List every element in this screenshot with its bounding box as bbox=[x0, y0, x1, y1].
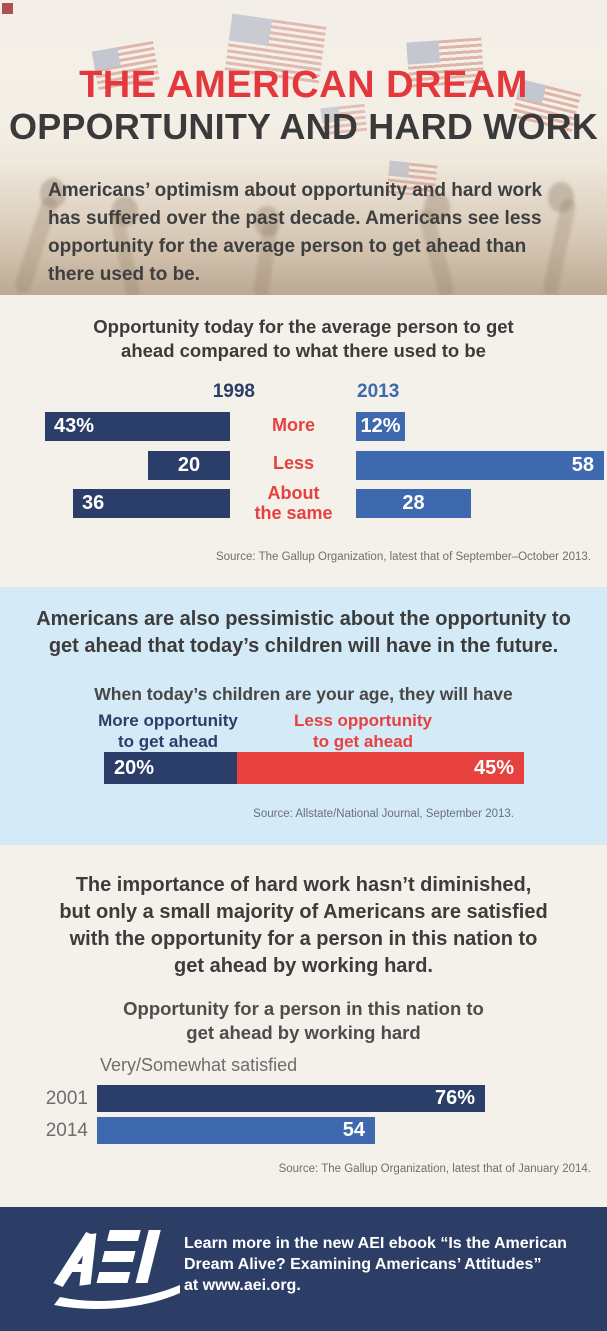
footer: AEI Learn more in the new AEI ebook “Is … bbox=[0, 1207, 607, 1331]
aei-logo-icon bbox=[53, 1230, 180, 1309]
chart2-source: Source: Allstate/National Journal, Septe… bbox=[253, 808, 514, 820]
bar-2013-same: 28 bbox=[356, 489, 471, 518]
segment-label-more-opportunity: More opportunity to get ahead bbox=[78, 711, 258, 752]
chart3-legend: Very/Somewhat satisfied bbox=[100, 1055, 298, 1075]
bar-1998-less: 20 bbox=[148, 451, 230, 480]
chart3-title-line: Opportunity for a person in this nation … bbox=[123, 998, 484, 1019]
year-label-2014: 2014 bbox=[45, 1120, 88, 1141]
chart1-source: Source: The Gallup Organization, latest … bbox=[215, 551, 591, 563]
category-label-more: More bbox=[271, 415, 315, 435]
stacked-segment-more: 20% bbox=[104, 752, 237, 784]
stacked-segment-less: 45% bbox=[237, 752, 524, 784]
intro-line: there used to be. bbox=[48, 264, 201, 285]
segment-label-line: to get ahead bbox=[312, 731, 414, 751]
bar-2014-satisfied: 54 bbox=[97, 1117, 375, 1144]
bar-1998-same: 36 bbox=[73, 489, 230, 518]
intro-line: has suffered over the past decade. Ameri… bbox=[48, 208, 542, 229]
page-subtitle: OPPORTUNITY AND HARD WORK bbox=[9, 106, 598, 147]
chart3-title-line: get ahead by working hard bbox=[186, 1022, 421, 1043]
section-children-future: Americans are also pessimistic about the… bbox=[0, 587, 607, 845]
bar-2001-satisfied: 76% bbox=[97, 1085, 485, 1112]
bar-value-label: 20% bbox=[114, 756, 155, 779]
segment-label-line: Less opportunity bbox=[294, 711, 432, 730]
intro-line: Americans’ optimism about opportunity an… bbox=[48, 180, 543, 201]
aei-logo-swoosh bbox=[54, 1285, 180, 1309]
bar-value-label: 43% bbox=[54, 415, 95, 437]
stacked-bar-children: 20% 45% bbox=[104, 752, 524, 784]
bar-value-label: 45% bbox=[473, 756, 514, 779]
bar-1998-more: 43% bbox=[45, 412, 230, 441]
photo-flag-fragment bbox=[2, 3, 13, 14]
bar-value-label: 12% bbox=[360, 415, 401, 437]
bar-2013-less: 58 bbox=[356, 451, 604, 480]
footer-message-line: Dream Alive? Examining Americans’ Attitu… bbox=[184, 1256, 542, 1273]
crowd-hand-silhouette bbox=[112, 196, 138, 226]
crowd-hand-silhouette bbox=[40, 178, 66, 208]
section3-heading-line: but only a small majority of Americans a… bbox=[59, 901, 548, 923]
chart1-title-line: Opportunity today for the average person… bbox=[93, 316, 514, 337]
footer-message-line: Learn more in the new AEI ebook “Is the … bbox=[184, 1235, 567, 1252]
section-opportunity-comparison: Opportunity today for the average person… bbox=[0, 295, 607, 587]
intro-line: opportunity for the average person to ge… bbox=[48, 236, 527, 257]
section2-heading-line: get ahead that today’s children will hav… bbox=[48, 635, 559, 657]
section-hard-work: The importance of hard work hasn’t dimin… bbox=[0, 845, 607, 1207]
crowd-hand-silhouette bbox=[254, 206, 280, 236]
section2-heading: Americans are also pessimistic about the… bbox=[0, 606, 607, 660]
section2-heading-line: Americans are also pessimistic about the… bbox=[36, 608, 571, 630]
photo-shade-overlay bbox=[0, 165, 607, 295]
bar-value-label: 20 bbox=[177, 454, 201, 476]
year-label-2001: 2001 bbox=[45, 1088, 88, 1109]
chart1-title-line: ahead compared to what there used to be bbox=[121, 340, 486, 361]
segment-label-line: to get ahead bbox=[117, 731, 219, 751]
section3-heading-line: The importance of hard work hasn’t dimin… bbox=[75, 874, 532, 896]
hero-header: THE AMERICAN DREAM OPPORTUNITY AND HARD … bbox=[0, 0, 607, 295]
section3-heading-line: with the opportunity for a person in thi… bbox=[69, 928, 538, 950]
category-label-less: Less bbox=[272, 453, 315, 473]
bar-value-label: 28 bbox=[402, 492, 425, 514]
crowd-hand-silhouette bbox=[548, 182, 574, 212]
aei-logo: AEI bbox=[52, 1229, 184, 1320]
page-title: THE AMERICAN DREAM bbox=[79, 64, 528, 106]
chart1-title: Opportunity today for the average person… bbox=[0, 315, 607, 363]
chart2-title: When today’s children are your age, they… bbox=[94, 684, 513, 704]
chart3-source: Source: The Gallup Organization, latest … bbox=[278, 1163, 591, 1175]
section3-heading-line: get ahead by working hard. bbox=[174, 955, 433, 977]
intro-paragraph: Americans’ optimism about opportunity an… bbox=[48, 177, 568, 289]
chart1-year-1998-label: 1998 bbox=[212, 381, 255, 402]
category-label-about-same: About the same bbox=[231, 483, 356, 523]
segment-label-line: More opportunity bbox=[98, 711, 238, 730]
bar-value-label: 58 bbox=[571, 454, 594, 476]
bar-value-label: 54 bbox=[342, 1119, 365, 1141]
bar-value-label: 76% bbox=[434, 1087, 475, 1109]
bar-value-label: 36 bbox=[82, 492, 105, 514]
crowd-hand-silhouette bbox=[424, 192, 450, 222]
section3-heading: The importance of hard work hasn’t dimin… bbox=[0, 872, 607, 980]
chart1-year-2013-label: 2013 bbox=[357, 381, 400, 402]
footer-message: Learn more in the new AEI ebook “Is the … bbox=[184, 1233, 594, 1296]
footer-message-line: at www.aei.org. bbox=[184, 1277, 301, 1294]
category-label-line: the same bbox=[254, 502, 333, 523]
category-label-line: About bbox=[267, 483, 320, 503]
bar-2013-more: 12% bbox=[356, 412, 405, 441]
chart3-title: Opportunity for a person in this nation … bbox=[0, 997, 607, 1045]
segment-label-less-opportunity: Less opportunity to get ahead bbox=[268, 711, 458, 752]
